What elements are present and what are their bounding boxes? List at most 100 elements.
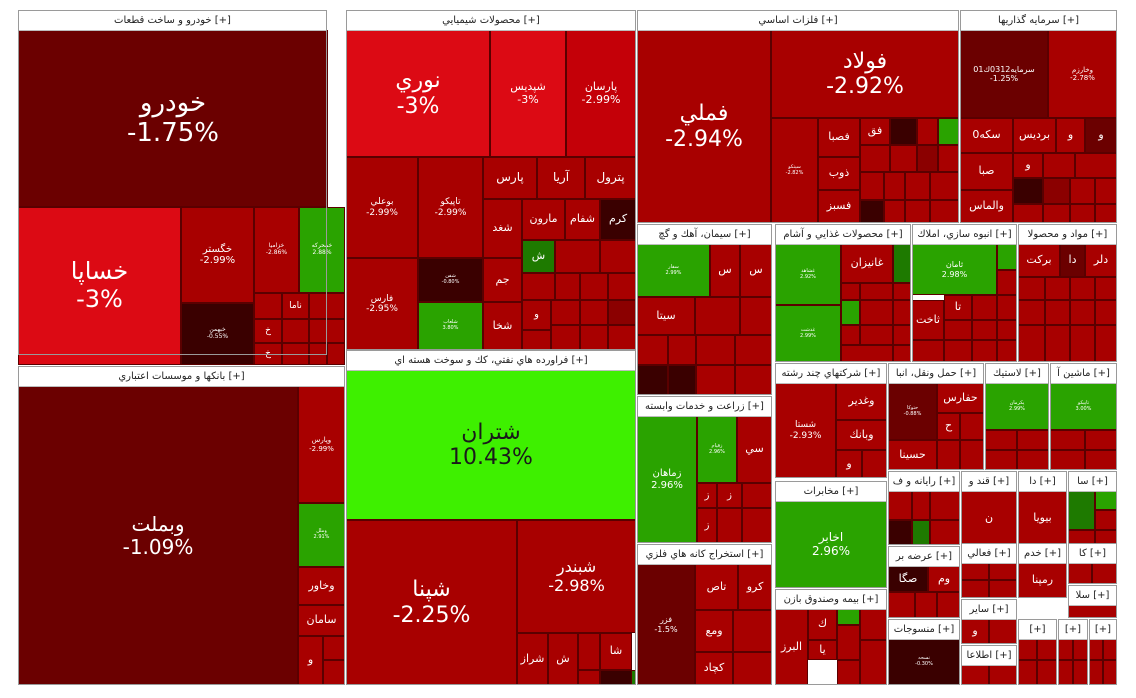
stock-tile[interactable]: والماس	[960, 190, 1013, 223]
sector-title[interactable]: [+]	[1019, 620, 1056, 640]
stock-tile[interactable]: زماهان 2.96%	[637, 416, 697, 543]
stock-tile[interactable]: فملي -2.94%	[637, 30, 771, 223]
stock-tile[interactable]	[555, 273, 580, 300]
stock-tile[interactable]	[1018, 325, 1045, 362]
stock-tile[interactable]: ن	[961, 491, 1017, 545]
stock-tile[interactable]: ثامان 2.98%	[912, 244, 997, 295]
stock-tile[interactable]	[960, 413, 984, 440]
stock-tile[interactable]	[1070, 178, 1095, 204]
stock-tile[interactable]: وخارزم -2.78%	[1048, 30, 1117, 118]
stock-tile[interactable]: تا	[944, 295, 972, 320]
stock-tile[interactable]: نوري -3%	[346, 30, 490, 157]
stock-tile[interactable]	[860, 300, 893, 325]
sector-title[interactable]: سلا [+]	[1069, 586, 1116, 606]
stock-tile[interactable]: شستا -2.93%	[775, 383, 836, 478]
sector-title[interactable]: مواد و محصولا [+]	[1019, 225, 1116, 245]
stock-tile[interactable]	[1075, 153, 1117, 178]
stock-tile[interactable]: سرمايه0312ك01 -1.25%	[960, 30, 1048, 118]
stock-tile[interactable]: حسينا	[888, 440, 937, 470]
stock-tile[interactable]: آريا	[537, 157, 585, 199]
sector-title[interactable]: كا [+]	[1069, 544, 1116, 564]
stock-tile[interactable]	[551, 325, 580, 350]
sector-title[interactable]: فعالي [+]	[962, 544, 1016, 564]
stock-tile[interactable]: دا	[1060, 244, 1085, 277]
stock-tile[interactable]	[668, 335, 696, 365]
sector-title[interactable]: محصولات غذايي و آشام [+]	[776, 225, 910, 245]
stock-tile[interactable]	[841, 283, 860, 300]
stock-tile[interactable]: وبانك	[836, 420, 887, 450]
sector-title[interactable]: فلزات اساسي [+]	[638, 11, 958, 31]
sector-title[interactable]: سيمان، آهك و گچ [+]	[638, 225, 771, 245]
sector-title[interactable]: لاستيك [+]	[986, 364, 1048, 384]
stock-tile[interactable]: جم	[483, 258, 522, 302]
stock-tile[interactable]	[930, 172, 959, 200]
stock-tile[interactable]: وبملت -1.09%	[18, 386, 298, 685]
stock-tile[interactable]: شراز	[517, 633, 548, 685]
stock-tile[interactable]: فق	[860, 118, 890, 145]
stock-tile[interactable]: پارس	[483, 157, 537, 199]
sector-title[interactable]: [+]	[1090, 620, 1116, 640]
stock-tile[interactable]	[860, 172, 884, 200]
stock-tile[interactable]	[917, 118, 938, 145]
stock-tile[interactable]	[309, 293, 345, 319]
stock-tile[interactable]: خمحرکه 2.88%	[299, 207, 345, 293]
sector-title[interactable]: مخابرات [+]	[776, 482, 886, 502]
stock-tile[interactable]: خگستر -2.99%	[181, 207, 254, 303]
stock-tile[interactable]: فصبا	[818, 118, 860, 157]
stock-tile[interactable]	[890, 118, 917, 145]
stock-tile[interactable]	[522, 273, 555, 300]
stock-tile[interactable]: خودرو -1.75%	[18, 30, 328, 207]
sector-title[interactable]: محصولات شيميايي [+]	[347, 11, 635, 31]
sector-title[interactable]: سا [+]	[1069, 472, 1116, 492]
stock-tile[interactable]: فزر -1.5%	[637, 564, 695, 685]
stock-tile[interactable]	[860, 145, 890, 172]
stock-tile[interactable]	[327, 343, 345, 365]
stock-tile[interactable]: بوعلي -2.99%	[346, 157, 418, 258]
sector-title[interactable]: حمل ونقل، انبا [+]	[889, 364, 983, 384]
stock-tile[interactable]: ح	[937, 413, 960, 440]
stock-tile[interactable]: شا	[600, 633, 632, 670]
stock-tile[interactable]: و	[1013, 153, 1043, 178]
stock-tile[interactable]	[860, 283, 893, 300]
stock-tile[interactable]: تاص	[695, 564, 738, 610]
stock-tile[interactable]	[695, 297, 740, 335]
stock-tile[interactable]	[1070, 300, 1095, 325]
stock-tile[interactable]: س	[740, 244, 772, 297]
stock-tile[interactable]	[600, 240, 636, 273]
stock-tile[interactable]	[580, 300, 608, 325]
sector-title[interactable]: زراعت و خدمات وابسته [+]	[638, 397, 771, 417]
stock-tile[interactable]: شخا	[483, 302, 522, 350]
sector-title[interactable]: بيمه وصندوق بازن [+]	[776, 590, 886, 610]
sector-title[interactable]: قند و [+]	[962, 472, 1016, 492]
stock-tile[interactable]: شفام	[565, 199, 600, 240]
stock-tile[interactable]	[742, 508, 772, 543]
stock-tile[interactable]	[578, 633, 600, 670]
stock-tile[interactable]	[608, 300, 636, 325]
stock-tile[interactable]: خزامیا -2.86%	[254, 207, 299, 293]
stock-tile[interactable]: برديس	[1013, 118, 1056, 153]
stock-tile[interactable]: فارس -2.95%	[346, 258, 418, 350]
stock-tile[interactable]: خ	[254, 319, 282, 343]
sector-title[interactable]: فراورده هاي نفتي، كك و سوخت هسته اي [+]	[347, 351, 635, 371]
stock-tile[interactable]: تاپيكو -2.99%	[418, 157, 483, 258]
stock-tile[interactable]	[917, 145, 938, 172]
sector-title[interactable]: خودرو و ساخت قطعات [+]	[19, 11, 326, 31]
stock-tile[interactable]	[309, 319, 345, 343]
sector-title[interactable]: ماشين آ [+]	[1051, 364, 1116, 384]
stock-tile[interactable]	[890, 145, 917, 172]
stock-tile[interactable]	[282, 319, 309, 343]
stock-tile[interactable]	[905, 172, 930, 200]
stock-tile[interactable]: مارون	[522, 199, 565, 240]
sector-title[interactable]: شركتهاي چند رشته [+]	[776, 364, 886, 384]
stock-tile[interactable]	[1045, 277, 1070, 300]
stock-tile[interactable]: اخابر 2.96%	[775, 501, 887, 588]
stock-tile[interactable]	[637, 365, 668, 395]
stock-tile[interactable]	[841, 325, 860, 345]
stock-tile[interactable]	[837, 625, 860, 660]
stock-tile[interactable]: و	[522, 300, 551, 330]
stock-tile[interactable]	[1070, 325, 1095, 362]
stock-tile[interactable]	[1070, 277, 1095, 300]
stock-tile[interactable]: كچاد	[695, 652, 733, 685]
stock-tile[interactable]: خساپا -3%	[18, 207, 181, 365]
stock-tile[interactable]: ك	[808, 609, 837, 640]
